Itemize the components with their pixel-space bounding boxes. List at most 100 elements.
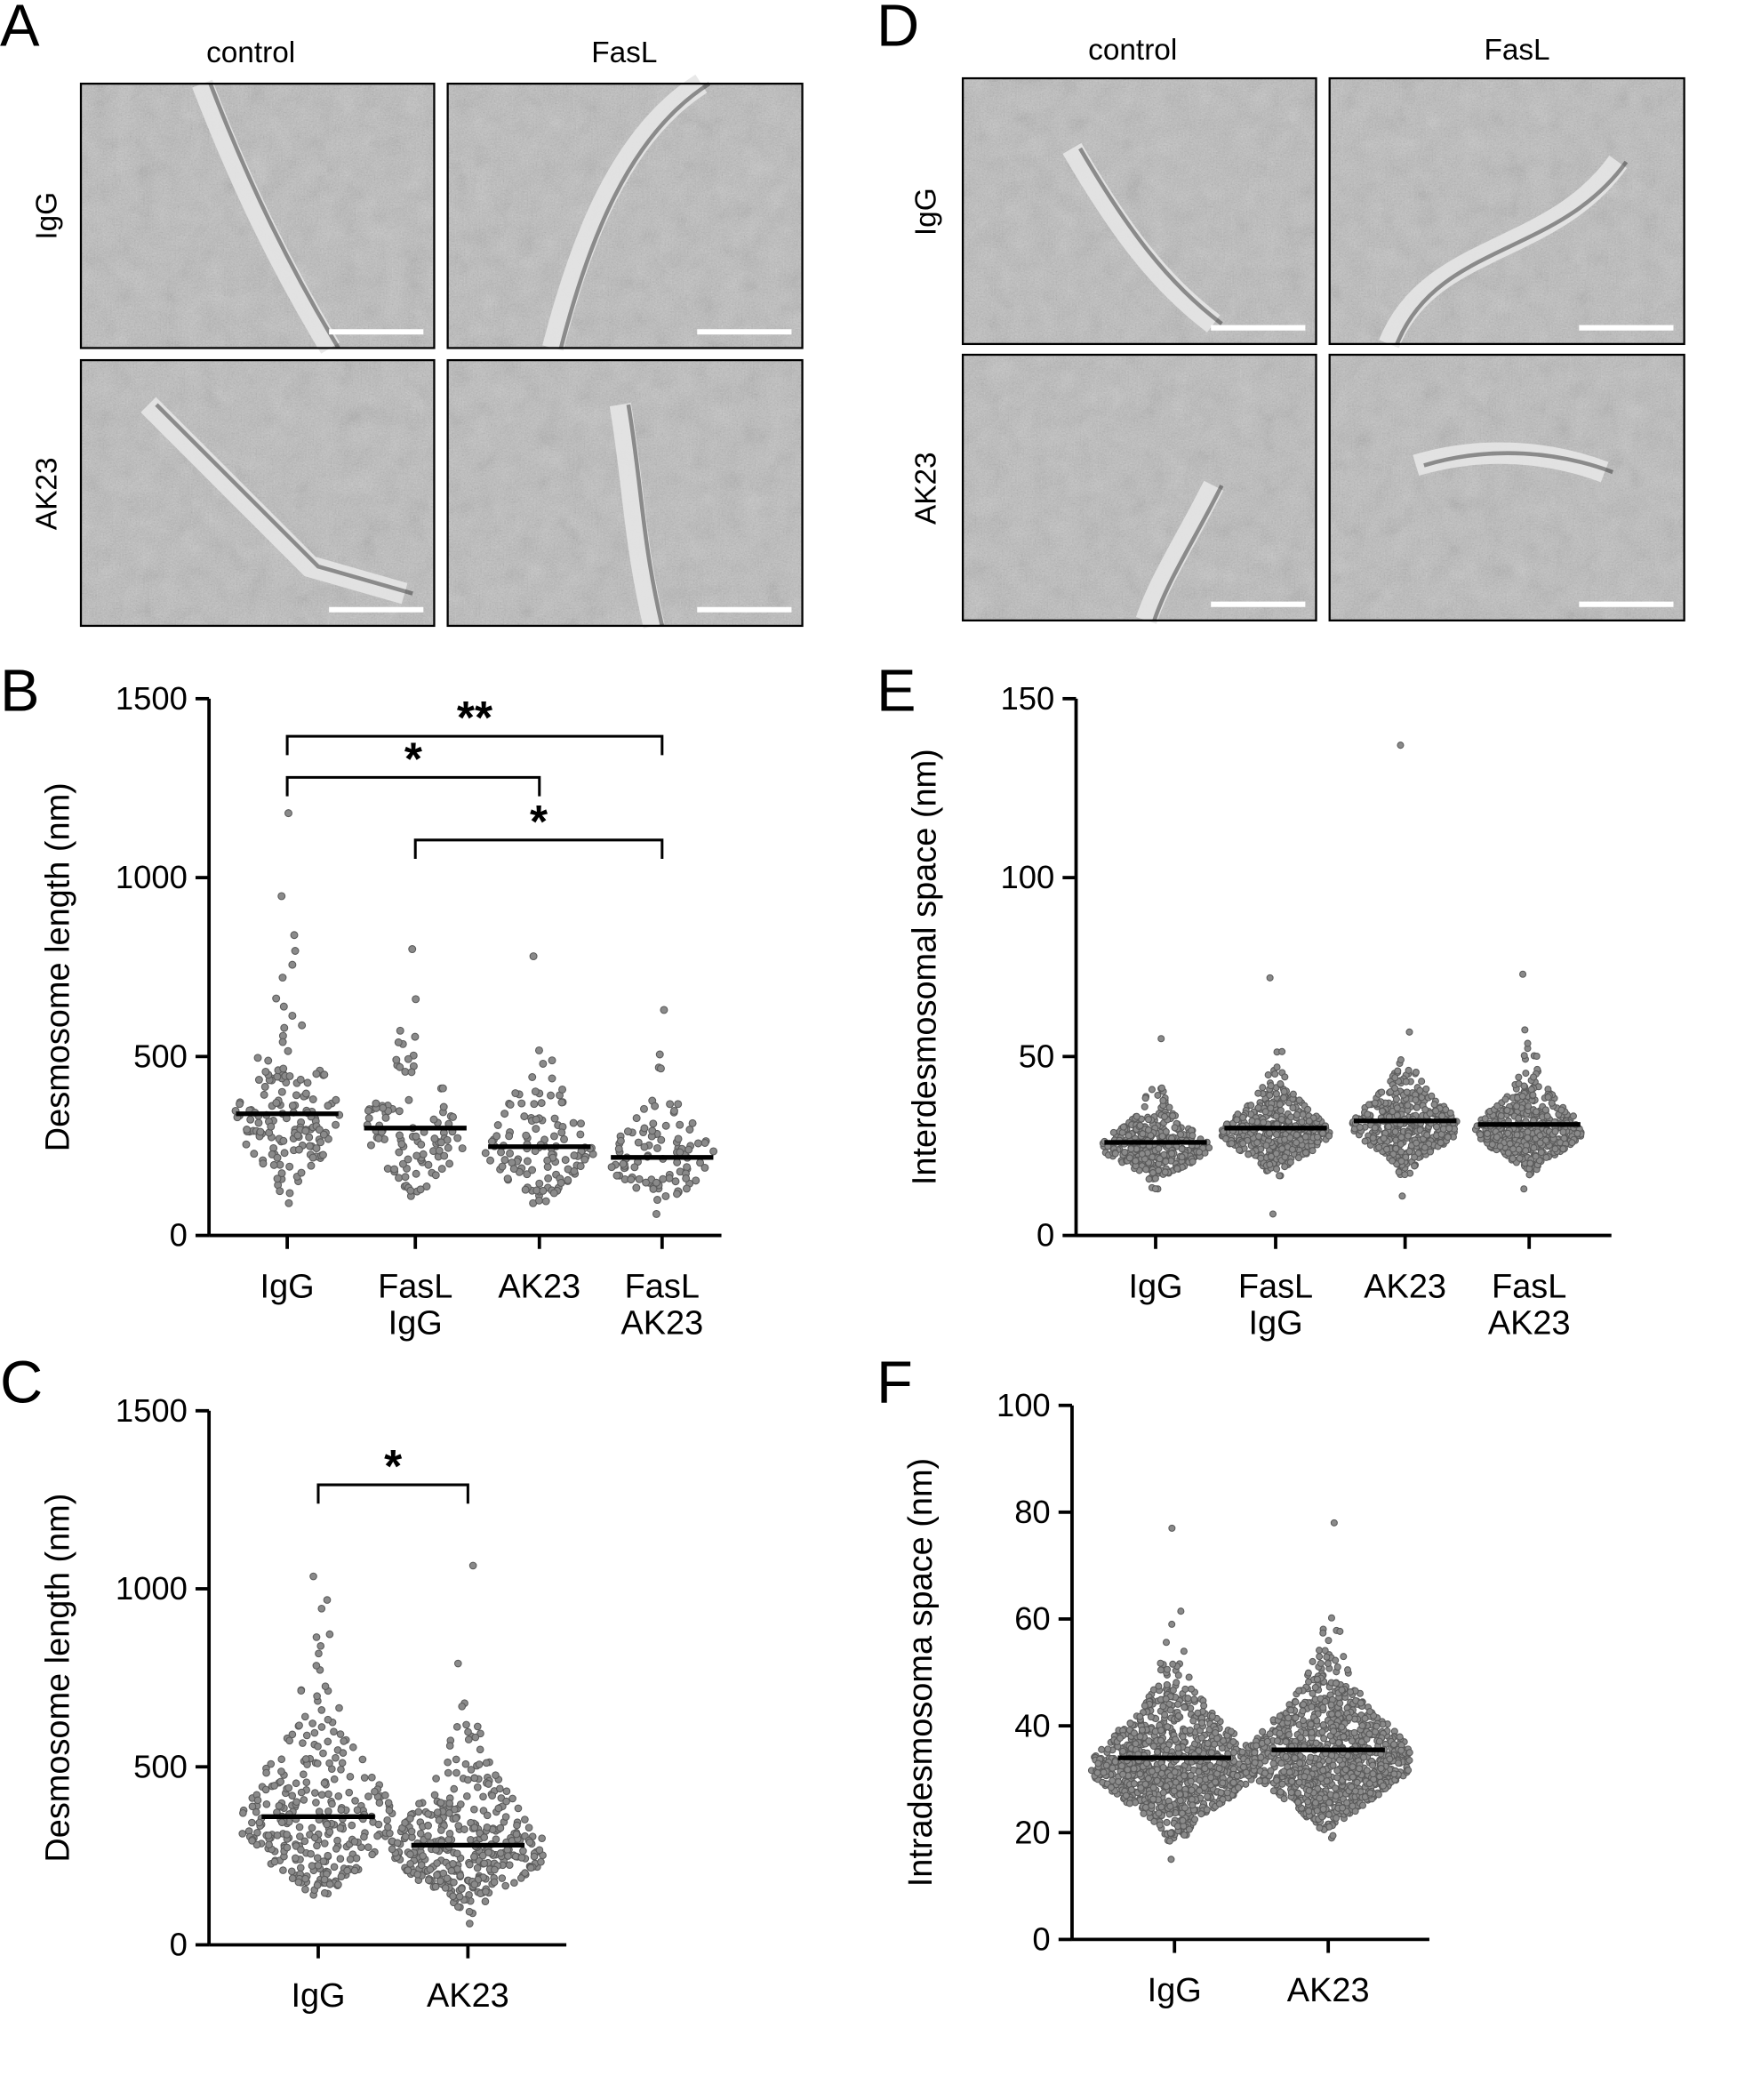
data-point	[521, 1869, 529, 1877]
data-point	[1314, 1133, 1322, 1141]
data-point	[254, 1118, 263, 1127]
series-fasl-igg	[1218, 974, 1333, 1218]
data-point	[1477, 1131, 1485, 1139]
data-point	[364, 1792, 372, 1800]
data-point	[1287, 1706, 1295, 1714]
data-point	[280, 1023, 289, 1032]
data-point	[1504, 1149, 1512, 1157]
data-point	[1163, 1680, 1171, 1689]
data-point	[278, 974, 287, 982]
series-fasl-ak23	[607, 1006, 718, 1218]
data-point	[505, 1132, 514, 1141]
data-point	[373, 1831, 381, 1840]
data-point	[1369, 1770, 1377, 1778]
data-point	[277, 1755, 286, 1764]
data-point	[1144, 1775, 1152, 1783]
data-point	[285, 1162, 294, 1171]
data-point	[388, 1845, 396, 1854]
data-point	[295, 1721, 303, 1729]
data-point	[324, 1790, 332, 1799]
data-point	[1390, 1770, 1398, 1778]
data-point	[1190, 1815, 1199, 1823]
data-point	[1139, 1130, 1147, 1138]
data-point	[350, 1866, 359, 1875]
data-point	[1358, 1801, 1367, 1809]
data-point	[642, 1178, 651, 1187]
data-point	[1319, 1629, 1327, 1637]
data-point	[1393, 1104, 1401, 1112]
data-point	[371, 1787, 379, 1796]
panel-letter-d: D	[876, 0, 919, 60]
data-point	[313, 1759, 322, 1767]
data-point	[471, 1733, 480, 1742]
data-point	[1412, 1096, 1420, 1104]
data-point	[337, 1806, 346, 1814]
data-point	[1503, 1106, 1511, 1114]
data-point	[401, 1832, 410, 1841]
data-point	[1164, 1723, 1172, 1731]
row-label-ak23: AK23	[31, 457, 64, 530]
data-point	[285, 1071, 294, 1080]
data-point	[1318, 1129, 1326, 1137]
data-point	[333, 1836, 341, 1845]
data-point	[277, 1767, 285, 1775]
data-point	[1178, 1145, 1186, 1153]
data-point	[1150, 1817, 1158, 1825]
em-micrograph	[1328, 76, 1685, 349]
data-point	[1488, 1141, 1496, 1149]
data-point	[396, 1062, 404, 1071]
data-point	[426, 1865, 435, 1873]
data-point	[1333, 1774, 1341, 1782]
data-point	[648, 1126, 657, 1135]
data-point	[445, 1742, 454, 1750]
desmosome-plaque	[1395, 160, 1629, 345]
data-point	[406, 1186, 415, 1195]
data-point	[1293, 1131, 1301, 1139]
data-point	[253, 1054, 262, 1062]
series-ak23	[481, 952, 597, 1207]
data-point	[1204, 1792, 1212, 1800]
data-point	[1260, 1118, 1268, 1126]
data-point	[544, 1174, 553, 1182]
data-point	[1248, 1117, 1256, 1125]
data-point	[674, 1100, 683, 1109]
data-point	[1271, 1070, 1279, 1078]
data-point	[616, 1136, 625, 1145]
data-point	[302, 1731, 311, 1740]
data-point	[1318, 1728, 1326, 1736]
data-point	[1411, 1162, 1419, 1170]
data-point	[1422, 1085, 1430, 1093]
data-point	[674, 1134, 683, 1143]
data-point	[364, 1106, 372, 1115]
data-point	[350, 1838, 359, 1846]
data-point	[1432, 1123, 1440, 1131]
data-point	[1291, 1754, 1299, 1762]
data-point	[1413, 1139, 1421, 1147]
x-tick-label: IgG	[291, 1977, 345, 2015]
data-point	[406, 1850, 414, 1859]
data-point	[1300, 1701, 1308, 1709]
data-point	[1208, 1712, 1216, 1720]
data-point	[1163, 1818, 1171, 1826]
data-point	[1493, 1102, 1501, 1110]
data-point	[242, 1140, 251, 1149]
data-point	[1316, 1823, 1324, 1831]
data-point	[535, 1846, 544, 1855]
data-point	[528, 1166, 537, 1174]
data-point	[517, 1854, 526, 1862]
row-label-ak23: AK23	[910, 452, 943, 525]
data-point	[1313, 1675, 1321, 1683]
data-point	[1278, 1780, 1286, 1788]
data-point	[685, 1126, 694, 1134]
data-point	[246, 1115, 255, 1124]
data-point	[252, 1807, 260, 1816]
data-point	[1308, 1728, 1316, 1736]
data-point	[1162, 1127, 1170, 1135]
data-point	[381, 1113, 390, 1122]
data-point	[462, 1720, 470, 1729]
data-point	[1266, 1730, 1274, 1738]
data-point	[1397, 1134, 1405, 1142]
data-point	[464, 1775, 472, 1784]
